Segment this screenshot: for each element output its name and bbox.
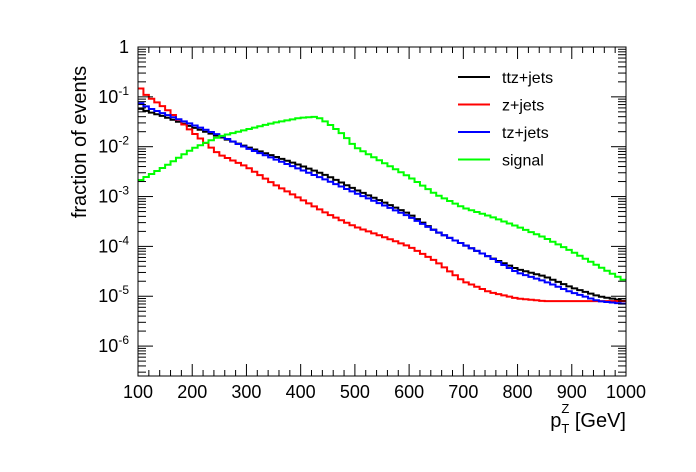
x-tick-label: 900 [557,382,587,402]
y-tick-label: 10-5 [98,283,129,306]
y-tick-label-base: 10 [98,286,118,306]
y-tick-label: 10-2 [98,134,129,157]
y-tick-label-exponent: -2 [118,134,129,148]
legend-label: ttz+jets [502,70,553,87]
x-tick-label: 200 [177,382,207,402]
y-tick-label: 10-1 [98,84,129,107]
series-layer [138,87,626,305]
y-tick-label-base: 10 [98,137,118,157]
x-tick-label: 400 [286,382,316,402]
y-tick-label-base: 10 [98,87,118,107]
y-tick-label: 10-6 [98,333,129,356]
series-1-line [138,87,626,303]
x-tick-label: 600 [394,382,424,402]
legend-label: tz+jets [502,125,549,142]
y-tick-label-base: 1 [119,37,129,57]
x-axis-label-sub: T [561,421,569,436]
x-tick-label: 800 [503,382,533,402]
y-tick-label-exponent: -6 [118,333,129,347]
x-tick-label: 100 [123,382,153,402]
y-tick-label-exponent: -4 [118,233,129,247]
y-tick-label-exponent: -3 [118,184,129,198]
legend-label: signal [502,153,544,170]
x-tick-label: 500 [340,382,370,402]
y-axis-ticks: 110-110-210-310-410-510-6 [98,37,626,373]
x-axis-label: pTZ [GeV] [550,401,626,436]
y-tick-label-base: 10 [98,187,118,207]
y-tick-label: 1 [119,37,129,57]
series-3-line [138,115,626,281]
x-tick-label: 1000 [606,382,646,402]
y-axis-label: fraction of events [69,66,91,218]
x-axis-ticks: 100 200 300 400 500 600 700 800 900 1000 [123,47,646,402]
legend: ttz+jets z+jets tz+jets signal [458,70,553,170]
y-tick-label: 10-4 [98,233,129,256]
legend-label: z+jets [502,98,544,115]
x-tick-label: 700 [448,382,478,402]
x-tick-label: 300 [231,382,261,402]
y-tick-label-base: 10 [98,236,118,256]
y-tick-label-exponent: -5 [118,283,129,297]
y-tick-label-base: 10 [98,336,118,356]
y-tick-label-exponent: -1 [118,84,129,98]
x-axis-label-main: p [550,410,561,432]
x-axis-label-unit: [GeV] [569,410,626,432]
x-axis-label-sup: Z [561,401,569,416]
y-tick-label: 10-3 [98,184,129,207]
